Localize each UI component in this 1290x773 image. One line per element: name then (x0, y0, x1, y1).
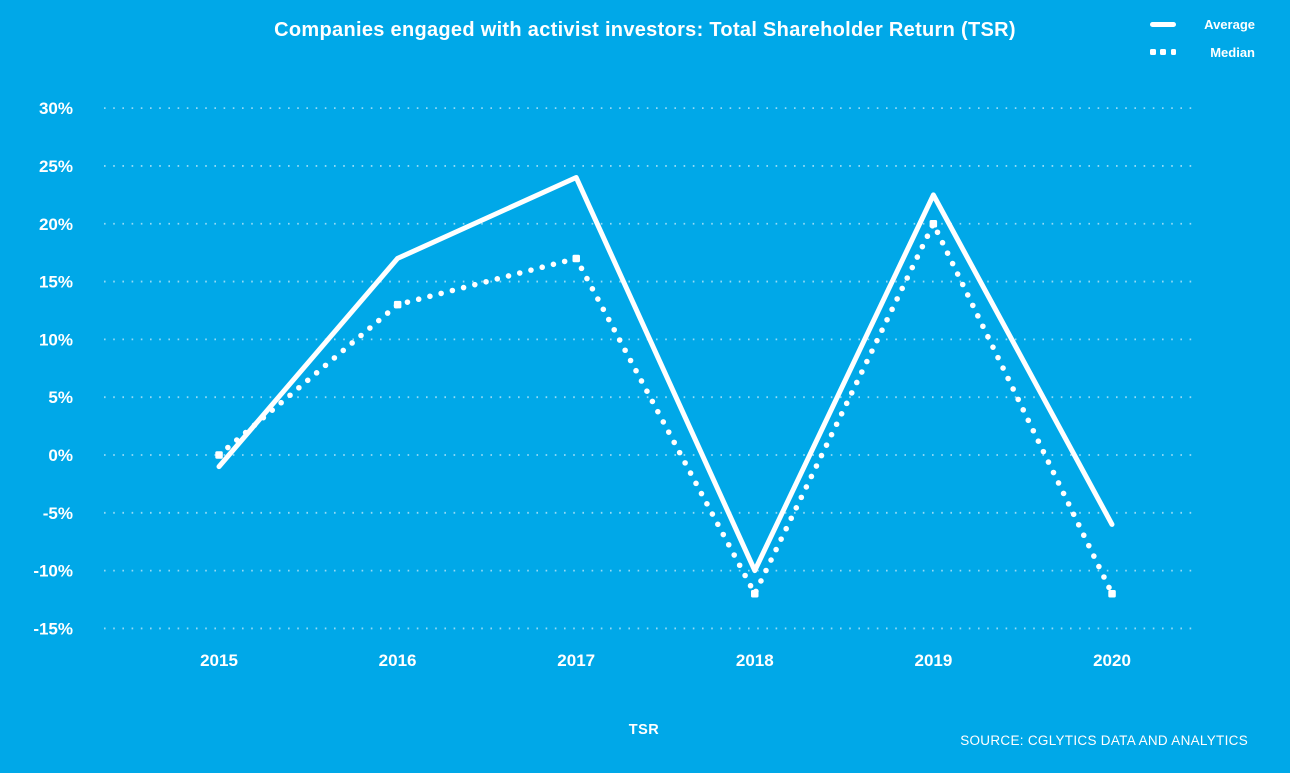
median-data-point (572, 254, 580, 263)
x-axis-tick-label: 2019 (914, 651, 952, 670)
x-axis-tick-label: 2018 (736, 651, 774, 670)
median-data-point (751, 590, 759, 598)
legend-label-median: Median (1210, 44, 1255, 60)
y-axis-tick-label: 0% (48, 446, 73, 465)
median-line (216, 217, 1115, 600)
x-axis-title: TSR (628, 722, 660, 738)
median-data-point (215, 451, 223, 459)
y-axis-tick-label: -15% (33, 619, 73, 638)
average-line (216, 175, 1115, 574)
x-axis-tick-label: 2017 (557, 651, 595, 670)
median-data-point (929, 220, 938, 228)
y-axis-tick-label: 20% (39, 215, 73, 234)
median-dotted-line-swatch-icon (1150, 49, 1176, 55)
median-data-point (1108, 590, 1116, 598)
legend-item-median: Median (1150, 38, 1255, 66)
y-axis-tick-label: 15% (39, 273, 73, 292)
legend-item-average: Average (1150, 10, 1255, 38)
legend: Average Median (1150, 10, 1255, 66)
average-solid-line-swatch-icon (1150, 21, 1176, 27)
legend-label-average: Average (1204, 16, 1255, 32)
y-axis-tick-label: 25% (39, 157, 73, 176)
x-axis-tick-label: 2016 (379, 651, 417, 670)
x-axis-tick-label: 2015 (200, 651, 238, 670)
y-axis-tick-label: -10% (33, 562, 73, 581)
y-axis-tick-label: -5% (43, 504, 73, 523)
median-data-point (393, 300, 402, 309)
source-attribution: SOURCE: CGLYTICS DATA AND ANALYTICS (960, 733, 1248, 748)
y-axis-tick-label: 5% (48, 388, 73, 407)
chart-title: Companies engaged with activist investor… (274, 19, 1016, 41)
y-axis-tick-label: 30% (39, 99, 73, 118)
y-axis-tick-label: 10% (39, 330, 73, 349)
x-axis-tick-label: 2020 (1093, 651, 1131, 670)
